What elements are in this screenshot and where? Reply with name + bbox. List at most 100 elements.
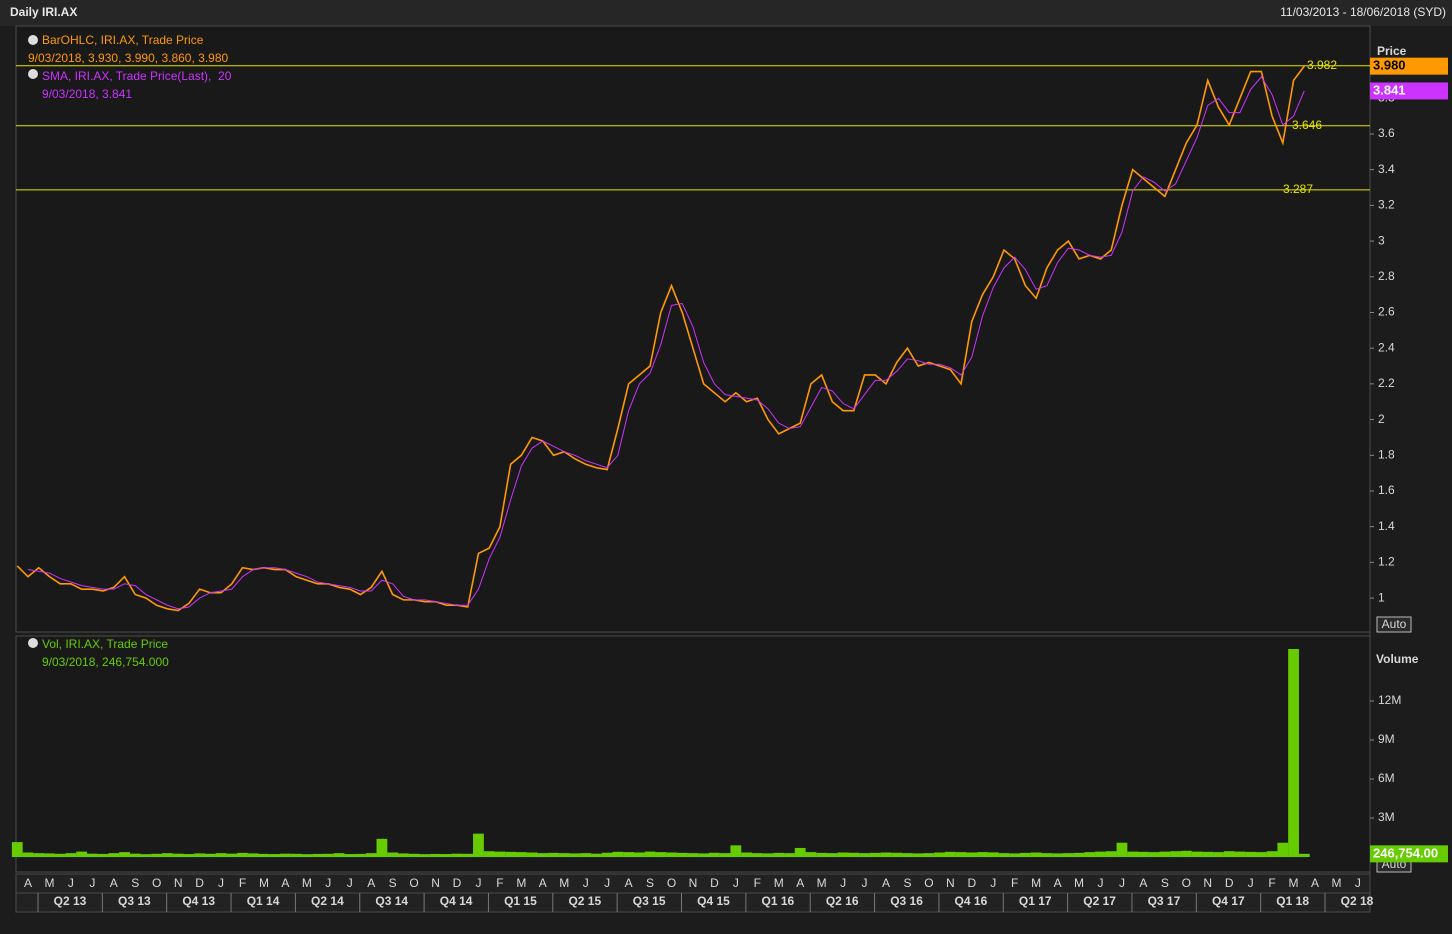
legend-detail: 9/03/2018, 3.930, 3.990, 3.860, 3.980 bbox=[28, 51, 229, 65]
x-tick-label: M bbox=[516, 876, 526, 890]
volume-bar bbox=[1084, 852, 1096, 858]
x-tick-label: A bbox=[796, 876, 804, 890]
y2-tick-label: 6M bbox=[1378, 771, 1395, 785]
x-tick-label: J bbox=[347, 876, 353, 890]
volume-bar bbox=[762, 853, 774, 858]
x-tick-label: J bbox=[89, 876, 95, 890]
x-tick-label: J bbox=[583, 876, 589, 890]
x-tick-label: S bbox=[646, 876, 654, 890]
auto-button[interactable] bbox=[1376, 616, 1412, 633]
volume-bar bbox=[1116, 842, 1128, 858]
x-tick-label: O bbox=[1182, 876, 1191, 890]
volume-bar bbox=[483, 851, 495, 858]
quarter-label: Q3 15 bbox=[633, 894, 666, 908]
volume-bar bbox=[1105, 851, 1117, 858]
quarter-label: Q3 16 bbox=[890, 894, 923, 908]
volume-bar bbox=[837, 852, 849, 858]
series-line bbox=[27, 76, 1305, 610]
x-tick-label: M bbox=[774, 876, 784, 890]
x-tick-label: F bbox=[754, 876, 761, 890]
x-tick-label: D bbox=[195, 876, 204, 890]
legend-name: BarOHLC, IRI.AX, Trade Price bbox=[42, 33, 204, 47]
x-tick-label: F bbox=[1268, 876, 1275, 890]
volume-bar bbox=[312, 853, 323, 858]
volume-bar bbox=[54, 853, 66, 858]
x-tick-label: S bbox=[389, 876, 397, 890]
auto-button-label[interactable]: Auto bbox=[1382, 617, 1407, 631]
volume-bar bbox=[526, 852, 538, 858]
volume-bar bbox=[826, 853, 838, 858]
volume-bar bbox=[1234, 851, 1246, 858]
y-tick-label: 2.6 bbox=[1378, 305, 1395, 319]
volume-bar bbox=[33, 853, 45, 858]
x-tick-label: A bbox=[1311, 876, 1319, 890]
x-tick-label: O bbox=[924, 876, 933, 890]
volume-bar bbox=[623, 852, 634, 858]
legend-icon[interactable] bbox=[28, 35, 38, 45]
y-tick-label: 3.2 bbox=[1378, 198, 1395, 212]
volume-bar bbox=[1095, 851, 1106, 858]
volume-bar bbox=[387, 852, 399, 858]
y-tick-label: 3.6 bbox=[1378, 126, 1395, 140]
volume-bar bbox=[140, 854, 152, 858]
x-tick-label: O bbox=[409, 876, 418, 890]
volume-bar bbox=[1148, 852, 1160, 858]
volume-bar bbox=[537, 853, 549, 858]
volume-bar bbox=[194, 853, 205, 858]
last-value-badge bbox=[1370, 57, 1448, 75]
x-tick-label: D bbox=[453, 876, 462, 890]
x-tick-label: A bbox=[24, 876, 32, 890]
legend-icon[interactable] bbox=[28, 69, 38, 79]
quarter-label: Q4 15 bbox=[697, 894, 730, 908]
legend-detail: 9/03/2018, 3.841 bbox=[42, 87, 132, 101]
x-tick-label: A bbox=[281, 876, 289, 890]
last-value-badge bbox=[1370, 845, 1448, 863]
last-value-badge bbox=[1370, 82, 1448, 100]
volume-bar bbox=[430, 853, 441, 858]
x-tick-label: A bbox=[539, 876, 547, 890]
x-tick-label: A bbox=[882, 876, 890, 890]
volume-bar bbox=[355, 853, 366, 858]
volume-bar bbox=[1202, 851, 1214, 858]
y-axis-title: Price bbox=[1377, 44, 1407, 58]
x-tick-label: A bbox=[110, 876, 118, 890]
volume-bar bbox=[912, 853, 924, 858]
volume-bar bbox=[129, 853, 141, 858]
volume-bar bbox=[1052, 853, 1063, 858]
volume-bar bbox=[719, 853, 731, 858]
x-tick-label: M bbox=[817, 876, 827, 890]
volume-bar bbox=[1009, 853, 1021, 858]
volume-bar bbox=[955, 852, 967, 858]
x-tick-label: N bbox=[431, 876, 440, 890]
x-tick-label: S bbox=[1161, 876, 1169, 890]
volume-bar bbox=[666, 852, 677, 858]
x-tick-label: J bbox=[68, 876, 74, 890]
volume-bar bbox=[687, 853, 699, 858]
quarter-label: Q4 17 bbox=[1212, 894, 1245, 908]
volume-bar bbox=[816, 852, 828, 858]
quarter-label: Q4 16 bbox=[955, 894, 988, 908]
legend-name: SMA, IRI.AX, Trade Price(Last), 20 bbox=[42, 69, 232, 83]
volume-bar bbox=[119, 852, 130, 858]
x-tick-label: A bbox=[367, 876, 375, 890]
volume-bar bbox=[558, 853, 570, 858]
volume-bar bbox=[805, 852, 817, 858]
volume-bar bbox=[1062, 853, 1074, 858]
volume-bar bbox=[505, 851, 517, 858]
x-tick-label: A bbox=[625, 876, 633, 890]
volume-bar bbox=[1223, 851, 1235, 858]
x-tick-label: J bbox=[1119, 876, 1125, 890]
volume-bar bbox=[440, 854, 452, 858]
legend-icon[interactable] bbox=[28, 638, 38, 648]
y2-tick-label: 3M bbox=[1378, 810, 1395, 824]
y-tick-label: 1 bbox=[1378, 590, 1385, 604]
last-value-label: 3.841 bbox=[1373, 82, 1406, 97]
volume-bar bbox=[322, 853, 334, 858]
volume-bar bbox=[934, 852, 946, 858]
volume-bar bbox=[204, 853, 216, 858]
x-tick-label: N bbox=[1203, 876, 1212, 890]
volume-bar bbox=[998, 853, 1010, 858]
x-tick-label: F bbox=[239, 876, 246, 890]
volume-bar bbox=[247, 853, 259, 858]
volume-bar bbox=[1213, 852, 1224, 858]
